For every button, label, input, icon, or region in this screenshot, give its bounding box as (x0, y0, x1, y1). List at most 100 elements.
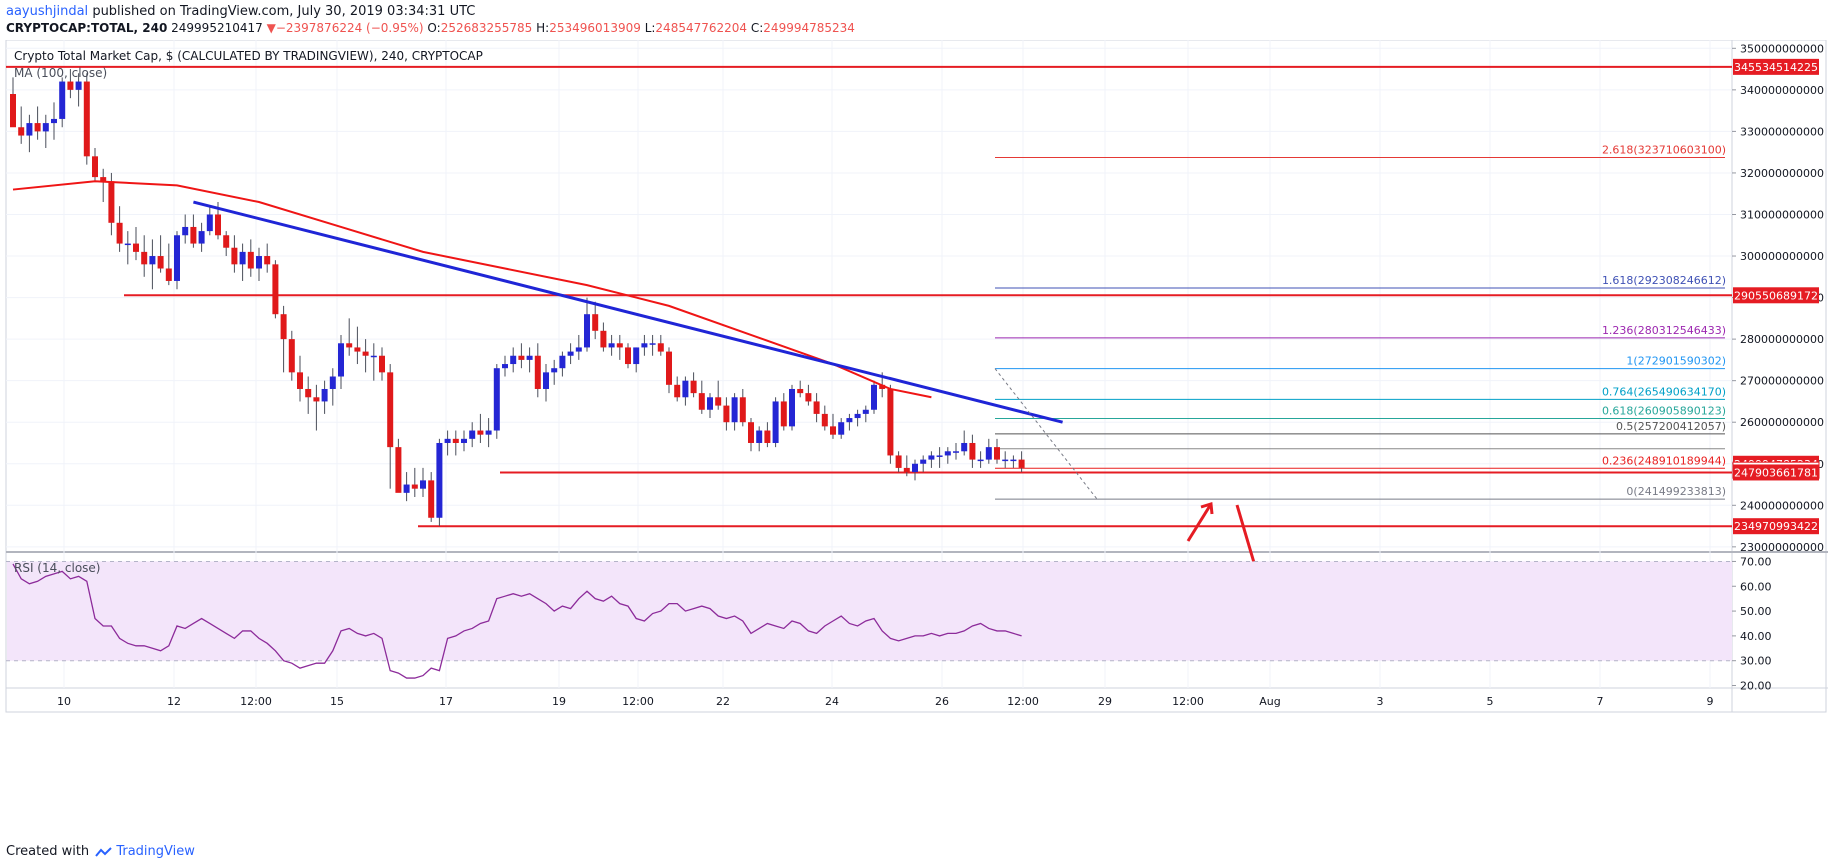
high-value: 253496013909 (549, 21, 641, 35)
y-tick-label: 310000000000 (1740, 208, 1824, 221)
y-tick-label: 230000000000 (1740, 541, 1824, 554)
candle-body (969, 442, 976, 460)
candle-body (534, 355, 541, 389)
price-axis-label-bg (1733, 287, 1819, 304)
x-tick-label: 12:00 (1172, 695, 1204, 708)
price-axis-label: 345534514225 (1734, 61, 1818, 74)
y-tick-label: 320000000000 (1740, 167, 1824, 180)
y-tick-label: 270000000000 (1740, 375, 1824, 388)
candle-body (198, 231, 205, 244)
x-tick-label: 24 (825, 695, 839, 708)
x-tick-label: 5 (1487, 695, 1494, 708)
close-value: 249994785234 (763, 21, 855, 35)
last-price: 249995210417 (171, 21, 263, 35)
rsi-y-tick-label: 30.00 (1740, 655, 1772, 668)
candle-body (321, 388, 328, 402)
candle-body (264, 256, 271, 265)
candle-body (124, 243, 131, 246)
candle-body (174, 235, 180, 281)
candle-body (182, 226, 189, 236)
ma-indicator-label: MA (100, close) (14, 66, 107, 80)
low-label: L: (644, 21, 656, 35)
candle-body (444, 438, 451, 443)
candle-body (1002, 459, 1009, 462)
candle-body (862, 409, 869, 414)
fib-level-label: 1.236(280312546433) (1602, 324, 1726, 337)
candle-body (436, 442, 443, 518)
price-axis-label-bg (1733, 464, 1819, 481)
candle-body (223, 235, 230, 248)
candle-body (690, 380, 697, 394)
candle-body (280, 314, 287, 340)
chart-title: Crypto Total Market Cap, $ (CALCULATED B… (14, 49, 483, 63)
candle-body (67, 81, 74, 90)
candle-body (26, 123, 33, 136)
tradingview-link[interactable]: TradingView (116, 844, 195, 859)
rsi-y-tick-label: 50.00 (1740, 605, 1772, 618)
candle-body (953, 451, 959, 453)
candle-body (247, 251, 254, 269)
candle-body (206, 214, 213, 232)
x-tick-label: 17 (439, 695, 453, 708)
candle-body (502, 364, 508, 369)
open-value: 252683255785 (440, 21, 533, 35)
candle-body (1010, 459, 1017, 462)
candle-body (10, 94, 16, 128)
low-value: 248547762204 (655, 21, 748, 35)
candle-body (354, 347, 361, 352)
candle-body (698, 393, 705, 410)
candle-body (116, 222, 123, 244)
chart-canvas[interactable]: 350000000000 340000000000 330000000000 3200… (0, 40, 1828, 838)
projection-arrow-up-head (1200, 502, 1214, 515)
candle-body (329, 376, 336, 389)
price-axis-label: 290550689172 (1734, 289, 1818, 302)
candle-body (83, 81, 90, 157)
candle-body (936, 455, 943, 457)
candle-body (157, 256, 164, 269)
candle-body (526, 355, 533, 360)
candle-body (584, 314, 590, 348)
open-label: O: (427, 21, 441, 35)
candle-body (805, 393, 812, 402)
y-tick-label: 240000000000 (1740, 499, 1824, 512)
price-axis-label-bg (1733, 518, 1819, 535)
x-tick-label: 3 (1377, 695, 1384, 708)
candle-body (887, 388, 894, 456)
candle-body (813, 401, 820, 414)
ohlc-bar: CRYPTOCAP:TOTAL, 240 249995210417 ▼−2397… (6, 21, 855, 35)
symbol-label[interactable]: CRYPTOCAP:TOTAL, 240 (6, 21, 168, 35)
x-tick-label: 12:00 (1007, 695, 1039, 708)
fib-level-label: 0.236(248910189944) (1602, 454, 1726, 467)
candle-body (854, 413, 861, 419)
author-link[interactable]: aayushjindal (6, 4, 89, 19)
candle-body (895, 455, 902, 468)
rsi-band (7, 561, 1732, 661)
x-tick-label: 15 (330, 695, 344, 708)
candle-body (567, 351, 574, 356)
candle-body (977, 459, 984, 462)
candle-body (338, 343, 344, 377)
candle-body (994, 447, 1000, 460)
candle-body (75, 81, 82, 90)
candle-body (272, 264, 279, 315)
rsi-y-tick-label: 60.00 (1740, 580, 1772, 593)
created-with-text: Created with (6, 844, 90, 859)
candle-body (362, 351, 369, 356)
candle-body (420, 480, 426, 489)
candle-body (100, 177, 107, 182)
candle-body (543, 372, 549, 389)
candle-body (633, 347, 640, 365)
candle-body (903, 467, 910, 473)
candle-body (108, 181, 115, 223)
fib-level-label: 0.764(265490634170) (1602, 385, 1726, 398)
candle-body (239, 251, 246, 265)
candle-body (608, 343, 615, 348)
candle-body (830, 426, 836, 435)
candle-body (559, 355, 566, 369)
candle-body (231, 247, 238, 265)
candle-body (985, 447, 992, 460)
price-change: −2397876224 (−0.95%) (275, 21, 424, 35)
rsi-line (12, 563, 1022, 679)
candle-body (625, 347, 631, 365)
candle-body (305, 388, 312, 398)
